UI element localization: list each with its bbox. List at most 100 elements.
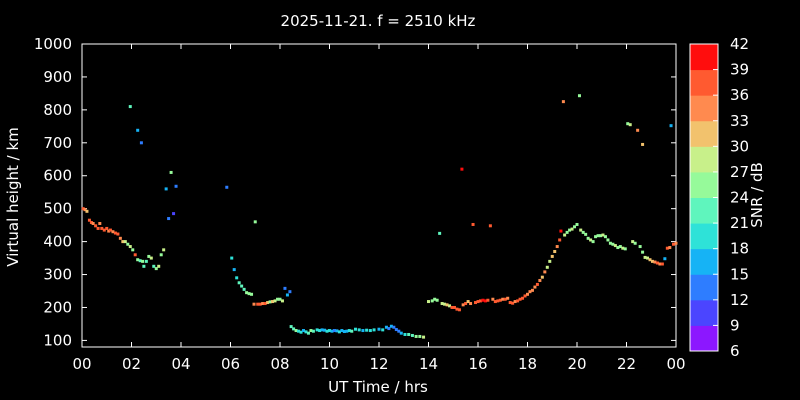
data-point	[435, 298, 439, 302]
y-tick-label: 500	[43, 200, 72, 218]
data-point	[397, 329, 401, 333]
data-point	[285, 293, 289, 297]
colorbar-swatch	[690, 325, 718, 352]
data-point	[384, 325, 388, 329]
data-point	[471, 222, 475, 226]
data-point	[315, 328, 319, 332]
data-point	[113, 231, 117, 235]
x-tick-label: 00	[666, 355, 685, 373]
data-point	[469, 302, 473, 306]
data-point	[392, 325, 396, 329]
data-point	[545, 265, 549, 269]
data-point	[503, 297, 507, 301]
y-tick-label: 300	[43, 266, 72, 284]
data-point	[164, 187, 168, 191]
data-point	[653, 260, 657, 264]
data-point	[438, 231, 442, 235]
colorbar-tick-label: 30	[730, 137, 749, 155]
data-point	[548, 259, 552, 263]
data-point	[440, 302, 444, 306]
data-point	[138, 259, 142, 263]
data-point	[335, 329, 339, 333]
data-point	[443, 302, 447, 306]
data-point	[418, 334, 422, 338]
x-tick-label: 08	[270, 355, 289, 373]
data-point	[353, 327, 357, 331]
data-point	[498, 298, 502, 302]
data-point	[491, 297, 495, 301]
data-point	[309, 329, 313, 333]
data-point	[263, 302, 267, 306]
data-point	[641, 250, 645, 254]
data-point	[240, 284, 244, 288]
colorbar-tick-label: 27	[730, 163, 749, 181]
data-point	[455, 307, 459, 311]
data-point	[98, 221, 102, 225]
x-tick-label: 16	[468, 355, 487, 373]
data-point	[540, 275, 544, 279]
y-tick-label: 1000	[34, 35, 72, 53]
plot-frame	[81, 43, 677, 348]
data-point	[306, 331, 310, 335]
data-point	[342, 330, 346, 334]
data-point	[337, 330, 341, 334]
data-point	[452, 305, 456, 309]
y-tick-label: 700	[43, 134, 72, 152]
colorbar-swatch	[690, 44, 718, 71]
data-point	[126, 242, 130, 246]
data-point	[139, 141, 143, 145]
data-point	[641, 142, 645, 146]
plot-area: 00 02 04 06 08 10 12 14 16 18 20 22 0010020030040050…	[34, 35, 686, 373]
data-point	[672, 242, 676, 246]
data-point	[553, 249, 557, 253]
data-point	[394, 328, 398, 332]
data-point	[526, 292, 529, 296]
colorbar: 6 9 12 15 18 21 24 27 30 33 36 39 42	[689, 35, 749, 360]
data-point	[128, 105, 132, 109]
data-point	[550, 254, 554, 258]
data-point	[311, 329, 315, 333]
colorbar-label: SNR / dB	[748, 162, 766, 228]
data-point	[152, 264, 156, 268]
data-point	[149, 256, 153, 260]
data-point	[108, 228, 112, 232]
data-point	[513, 300, 517, 304]
data-point	[528, 290, 532, 294]
data-point	[365, 328, 369, 332]
data-point	[516, 299, 520, 303]
data-point	[266, 301, 270, 305]
data-point	[611, 242, 615, 246]
data-point	[157, 264, 161, 268]
data-point	[328, 329, 331, 333]
data-point	[643, 255, 647, 259]
data-point	[570, 227, 574, 231]
y-tick-label: 400	[43, 233, 72, 251]
data-point	[116, 232, 120, 236]
chart-title: 2025-11-21. f = 2510 kHz	[281, 12, 476, 30]
data-point	[273, 299, 277, 303]
data-point	[461, 303, 465, 307]
data-point	[278, 297, 282, 301]
data-point	[85, 209, 89, 213]
data-point	[297, 329, 301, 333]
data-point	[289, 325, 293, 329]
data-point	[102, 228, 106, 232]
data-point	[530, 288, 534, 292]
data-point	[357, 328, 361, 332]
data-point	[247, 292, 251, 296]
data-point	[340, 329, 344, 333]
data-point	[501, 297, 505, 301]
data-point	[154, 267, 158, 271]
data-point	[613, 244, 617, 248]
data-point	[350, 329, 354, 333]
data-point	[320, 328, 324, 332]
colorbar-tick-label: 42	[730, 35, 749, 53]
data-point	[304, 330, 308, 334]
data-point	[481, 298, 485, 302]
y-tick-label: 600	[43, 167, 72, 185]
data-point	[131, 248, 135, 252]
x-tick-label: 12	[369, 355, 388, 373]
colorbar-swatch	[690, 274, 718, 301]
data-point	[565, 230, 569, 234]
